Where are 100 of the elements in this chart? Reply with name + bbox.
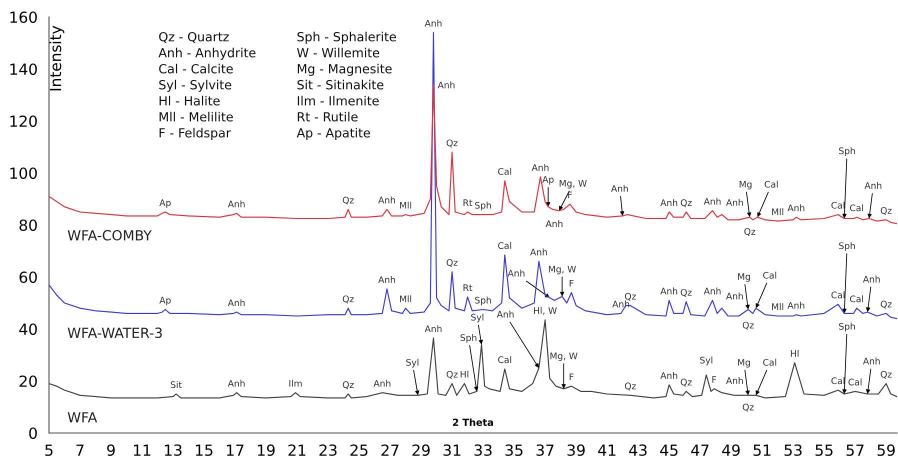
y-tick-label: 40 — [19, 323, 37, 336]
annotation: W - Willemite — [297, 48, 380, 58]
annotation: Rt — [464, 284, 472, 291]
y-tick-label: 80 — [19, 219, 37, 232]
x-tick-label: 15 — [196, 444, 212, 456]
annotation: Cal — [831, 377, 844, 384]
x-tick-label: 21 — [288, 444, 306, 456]
annotation: Mll — [400, 202, 412, 209]
annotation: Qz — [446, 139, 458, 148]
annotation: Anh — [660, 372, 678, 379]
annotation: Anh — [704, 198, 721, 205]
annotation: F — [712, 376, 716, 383]
annotation: Anh — [726, 292, 743, 300]
annotation: Anh — [862, 357, 880, 364]
annotation: Anh — [374, 380, 390, 387]
annotation: Syl — [471, 314, 484, 322]
annotation: Mg — [738, 273, 750, 282]
annotation: Qz — [744, 228, 756, 236]
x-tick-label: 45 — [660, 444, 678, 456]
annotation: Cal — [764, 180, 778, 188]
y-axis-title: Intensity — [49, 26, 64, 90]
annotation: Syl — [406, 358, 418, 368]
annotation: Anh — [424, 20, 442, 27]
annotation: Anh — [660, 287, 678, 294]
x-tick-label: 35 — [506, 444, 522, 456]
annotation: Qz — [446, 259, 458, 267]
annotation: Anh - Anhydrite — [158, 48, 256, 60]
annotation: Syl - Sylvite — [159, 80, 232, 92]
x-tick-label: 41 — [598, 444, 616, 456]
x-tick-label: 9 — [107, 444, 115, 456]
x-tick-label: 53 — [784, 444, 802, 456]
annotation: Anh — [787, 302, 804, 309]
annotation: Anh — [726, 377, 743, 384]
x-tick-label: 43 — [629, 444, 647, 456]
series-label: WFA-COMBY — [68, 230, 152, 241]
annotation: Hl, W — [534, 306, 557, 315]
annotation: Anh — [862, 276, 880, 282]
y-tick-label: 120 — [10, 115, 37, 128]
x-tick-label: 49 — [722, 444, 740, 456]
annotation: Cal — [498, 356, 512, 364]
x-tick-label: 17 — [226, 444, 244, 456]
annotation: Cal — [498, 242, 512, 249]
annotation: Qz — [742, 322, 754, 330]
y-tick-label: 160 — [10, 11, 37, 24]
annotation: Anh — [496, 310, 514, 318]
annotation: Ilm - Ilmenite — [298, 96, 379, 106]
annotation: Mg — [738, 359, 750, 368]
annotation: Anh — [864, 182, 882, 189]
x-tick-label: 13 — [164, 444, 182, 456]
annotation: Ilm — [289, 380, 302, 387]
x-tick-label: 33 — [474, 444, 492, 456]
annotation: Qz — [680, 378, 692, 387]
annotation: Qz — [880, 207, 892, 215]
annotation: Anh — [378, 196, 396, 204]
annotation: Qz - Quartz — [159, 32, 229, 43]
annotation: Anh — [787, 204, 804, 212]
annotation: Mll — [772, 303, 784, 310]
annotation: Qz — [342, 196, 354, 205]
annotation: Mg - Magnesite — [298, 64, 392, 76]
series-label: WFA — [68, 412, 98, 422]
annotation: F - Feldspar — [160, 128, 231, 140]
annotation: Anh — [726, 198, 743, 206]
annotation: F — [568, 192, 572, 198]
annotation: Mg, W — [560, 180, 587, 188]
y-tick-label: 60 — [20, 271, 37, 284]
annotation: Hl - Halite — [160, 96, 220, 106]
y-tick-label: 20 — [20, 375, 37, 388]
annotation: Sph — [839, 322, 855, 332]
annotation: Syl — [700, 356, 712, 366]
annotation: Cal — [831, 291, 844, 298]
annotation: Anh — [532, 164, 548, 171]
annotation: Mll — [772, 208, 784, 216]
y-tick-label: 100 — [10, 167, 37, 180]
annotation: Mg — [740, 180, 752, 190]
annotation: Hl — [790, 350, 798, 357]
x-tick-label: 23 — [319, 444, 337, 456]
series-label: WFA-WATER-3 — [68, 328, 162, 338]
x-tick-label: 7 — [76, 444, 84, 456]
annotation: Rt — [464, 199, 472, 206]
annotation: Cal — [498, 168, 512, 175]
annotation: Sph — [839, 147, 855, 156]
x-tick-label: 37 — [536, 444, 554, 456]
annotation: Rt - Rutile — [298, 112, 358, 122]
annotation: Qz — [446, 370, 458, 379]
annotation: Cal — [831, 202, 844, 209]
x-tick-label: 31 — [444, 444, 460, 456]
annotation: Anh — [611, 184, 628, 192]
annotation: Qz — [680, 199, 692, 208]
annotation: F — [570, 280, 574, 287]
x-tick-label: 27 — [381, 444, 398, 456]
annotation: Anh — [228, 380, 245, 387]
annotation: Qz — [342, 295, 354, 304]
annotation: Mll — [400, 295, 412, 302]
annotation: Anh — [228, 299, 245, 306]
annotation: Anh — [530, 248, 547, 256]
annotation: Ap — [159, 296, 171, 306]
annotation: F — [570, 374, 574, 380]
y-tick-label: 140 — [10, 63, 37, 76]
annotation: Qz — [742, 404, 754, 412]
annotation: Qz — [624, 292, 636, 301]
